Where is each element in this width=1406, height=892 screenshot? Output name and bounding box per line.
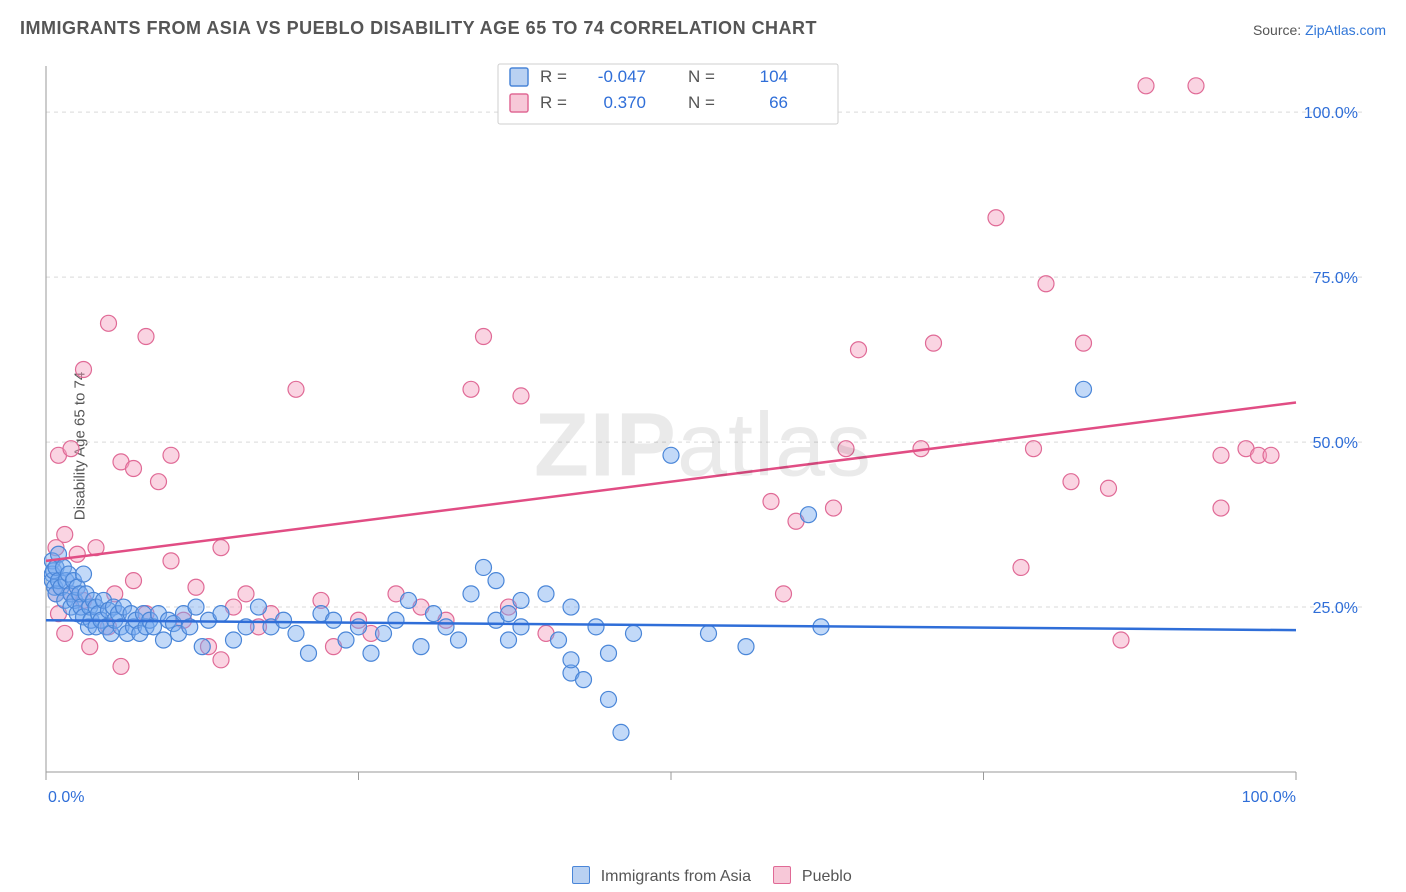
svg-text:100.0%: 100.0% <box>1304 105 1358 122</box>
scatter-plot-svg: 25.0% 50.0% 75.0% 100.0% 0.0% 100.0% R = -0.0… <box>44 60 1364 818</box>
svg-text:N =: N = <box>688 93 715 112</box>
svg-text:104: 104 <box>760 67 788 86</box>
series-legend: Immigrants from Asia Pueblo <box>0 866 1406 886</box>
trend-lines <box>46 403 1296 631</box>
x-tick-labels: 0.0% 100.0% <box>48 789 1296 806</box>
axes <box>46 66 1296 780</box>
source-prefix: Source: <box>1253 22 1305 38</box>
svg-text:100.0%: 100.0% <box>1242 789 1296 806</box>
legend-swatch-a <box>572 866 590 884</box>
svg-text:75.0%: 75.0% <box>1313 270 1358 287</box>
svg-text:66: 66 <box>769 93 788 112</box>
svg-text:50.0%: 50.0% <box>1313 435 1358 452</box>
svg-text:-0.047: -0.047 <box>598 67 646 86</box>
svg-text:0.0%: 0.0% <box>48 789 84 806</box>
svg-text:N =: N = <box>688 67 715 86</box>
svg-text:R =: R = <box>540 67 567 86</box>
gridlines <box>46 112 1364 607</box>
y-tick-labels: 25.0% 50.0% 75.0% 100.0% <box>1304 105 1358 617</box>
chart-title: IMMIGRANTS FROM ASIA VS PUEBLO DISABILIT… <box>20 18 817 39</box>
scatter-series-b <box>48 78 1279 675</box>
correlation-legend: R = -0.047 N = 104 R = 0.370 N = 66 <box>498 64 838 124</box>
legend-label-b: Pueblo <box>802 868 852 885</box>
scatter-series-a <box>44 381 1091 740</box>
svg-text:25.0%: 25.0% <box>1313 600 1358 617</box>
plot-area: 25.0% 50.0% 75.0% 100.0% 0.0% 100.0% R = -0.0… <box>44 60 1364 818</box>
legend-swatch-b <box>773 866 791 884</box>
svg-text:0.370: 0.370 <box>603 93 646 112</box>
legend-label-a: Immigrants from Asia <box>601 868 751 885</box>
svg-text:R =: R = <box>540 93 567 112</box>
source-attribution: Source: ZipAtlas.com <box>1253 22 1386 38</box>
source-link[interactable]: ZipAtlas.com <box>1305 22 1386 38</box>
